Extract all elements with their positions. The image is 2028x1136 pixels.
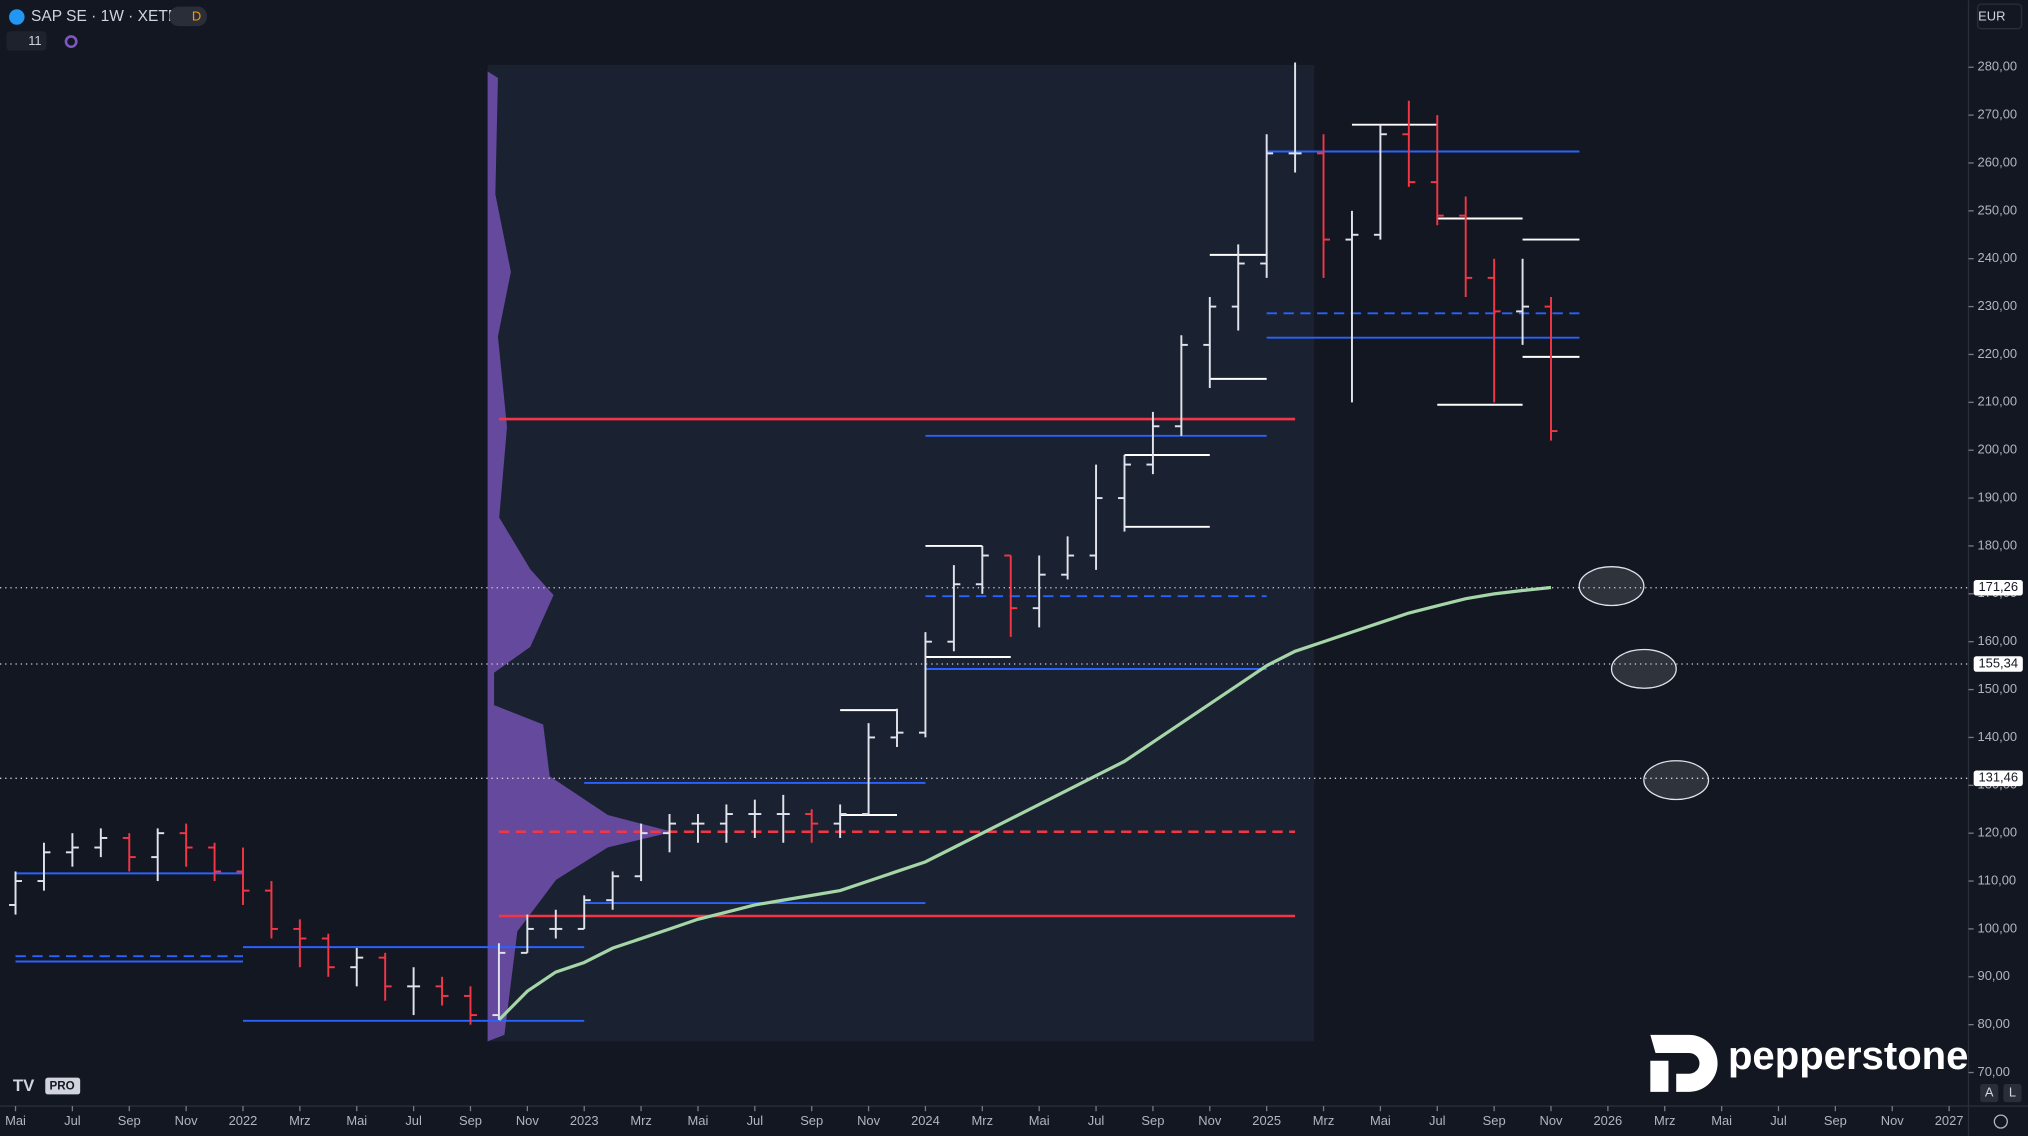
currency-button[interactable] <box>1976 3 2023 30</box>
plot <box>0 62 1969 1025</box>
highlight-ellipse <box>1578 566 1645 607</box>
auto-button[interactable]: A <box>1985 1085 1994 1100</box>
x-tick-label: Nov <box>516 1113 540 1128</box>
badge: D <box>192 8 201 23</box>
x-tick-label: 2026 <box>1594 1113 1623 1128</box>
highlight-ellipse <box>1643 760 1710 801</box>
tv-pro-bg <box>45 1077 81 1095</box>
x-tick-label: Sep <box>1141 1113 1164 1128</box>
x-tick-label: Sep <box>800 1113 823 1128</box>
x-tick-label: Mai <box>5 1113 26 1128</box>
pepperstone-logo: pepperstone <box>1728 1034 1969 1078</box>
x-tick-label: Mrz <box>1313 1113 1335 1128</box>
price-label: 155,34 <box>1978 655 2018 670</box>
auto-button-bg[interactable] <box>1980 1084 1999 1103</box>
y-tick-label: 120,00 <box>1978 825 2018 840</box>
price-label-bg <box>1973 656 2023 672</box>
price-label: 171,26 <box>1978 579 2018 594</box>
x-tick-label: Mai <box>346 1113 367 1128</box>
x-tick-label: Mai <box>1029 1113 1050 1128</box>
x-tick-label: Jul <box>1429 1113 1446 1128</box>
x-tick-label: 2023 <box>570 1113 599 1128</box>
y-tick-label: 200,00 <box>1978 442 2018 457</box>
y-tick-label: 280,00 <box>1978 59 2018 74</box>
tv-pro: PRO <box>49 1080 74 1093</box>
volume-profile <box>487 71 673 1042</box>
badge-bg <box>169 6 207 27</box>
log-button-bg[interactable] <box>2003 1084 2022 1103</box>
symbol-title: SAP SE · 1W · XETR <box>31 8 179 25</box>
indicator-count[interactable]: 11 <box>28 33 41 48</box>
x-tick-label: Mrz <box>972 1113 994 1128</box>
y-tick-label: 240,00 <box>1978 250 2018 265</box>
x-tick-label: Jul <box>64 1113 81 1128</box>
pepperstone-mark <box>1650 1034 1718 1092</box>
y-tick-label: 210,00 <box>1978 394 2018 409</box>
moving-average <box>497 585 1552 1022</box>
price-label: 131,46 <box>1978 770 2018 785</box>
price-label-bg <box>1973 580 2023 596</box>
x-tick-label: Mai <box>688 1113 709 1128</box>
y-tick-label: 180,00 <box>1978 537 2018 552</box>
x-tick-label: Sep <box>1824 1113 1847 1128</box>
x-tick-label: Nov <box>1198 1113 1222 1128</box>
y-tick-label: 100,00 <box>1978 920 2018 935</box>
y-tick-label: 80,00 <box>1978 1016 2010 1031</box>
symbol-icon <box>9 9 25 25</box>
gear-icon[interactable] <box>1993 1114 2008 1129</box>
x-tick-label: Mrz <box>289 1113 311 1128</box>
x-tick-label: Nov <box>857 1113 881 1128</box>
x-tick-label: 2022 <box>229 1113 258 1128</box>
x-tick-label: Jul <box>1088 1113 1105 1128</box>
log-button[interactable]: L <box>2009 1085 2016 1100</box>
indicator-toggle-bg[interactable] <box>6 31 47 51</box>
x-tick-label: Jul <box>747 1113 764 1128</box>
y-tick-label: 220,00 <box>1978 346 2018 361</box>
tv-logo: TV <box>13 1076 35 1095</box>
y-tick-label: 270,00 <box>1978 107 2018 122</box>
y-tick-label: 140,00 <box>1978 729 2018 744</box>
y-tick-label: 70,00 <box>1978 1064 2010 1079</box>
y-tick-label: 150,00 <box>1978 681 2018 696</box>
x-tick-label: Mrz <box>1654 1113 1676 1128</box>
x-tick-label: 2027 <box>1935 1113 1964 1128</box>
settings-icon[interactable] <box>64 35 78 49</box>
x-tick-label: 2024 <box>911 1113 940 1128</box>
range-shade <box>487 64 1315 1042</box>
y-tick-label: 90,00 <box>1978 968 2010 983</box>
y-tick-label: 110,00 <box>1978 872 2017 887</box>
price-label-bg <box>1973 770 2023 787</box>
y-tick-label: 160,00 <box>1978 633 2018 648</box>
x-tick-label: Mai <box>1370 1113 1391 1128</box>
y-tick-label: 260,00 <box>1978 154 2018 169</box>
y-tick-label: 250,00 <box>1978 202 2018 217</box>
x-tick-label: Nov <box>175 1113 199 1128</box>
y-tick-label: 230,00 <box>1978 298 2018 313</box>
x-tick-label: 2025 <box>1252 1113 1281 1128</box>
x-tick-label: Sep <box>1483 1113 1506 1128</box>
x-tick-label: Mrz <box>630 1113 652 1128</box>
currency[interactable]: EUR <box>1978 8 2005 23</box>
x-tick-label: Nov <box>1540 1113 1564 1128</box>
x-tick-label: Jul <box>1770 1113 1787 1128</box>
y-tick-label: 190,00 <box>1978 489 2018 504</box>
highlight-ellipse <box>1610 648 1677 689</box>
x-tick-label: Nov <box>1881 1113 1905 1128</box>
x-tick-label: Mai <box>1711 1113 1732 1128</box>
x-tick-label: Sep <box>459 1113 482 1128</box>
x-tick-label: Sep <box>118 1113 141 1128</box>
x-tick-label: Jul <box>405 1113 422 1128</box>
